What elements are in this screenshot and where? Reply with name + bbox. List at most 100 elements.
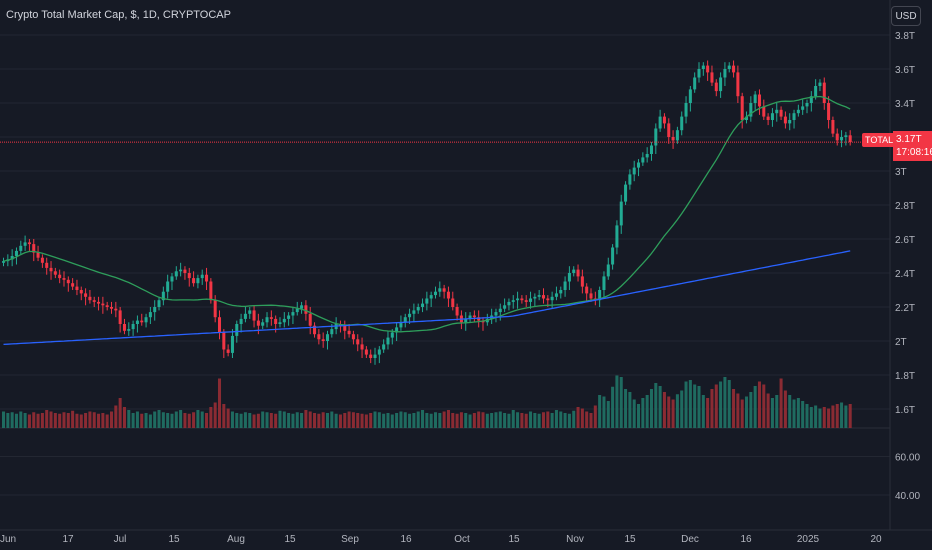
volume-bar xyxy=(567,413,571,428)
volume-bar xyxy=(477,411,481,428)
volume-bar xyxy=(550,413,554,428)
candle-body xyxy=(62,278,66,280)
volume-bar xyxy=(187,413,191,428)
candle-body xyxy=(658,116,662,129)
volume-bar xyxy=(503,413,507,428)
candle-body xyxy=(23,242,27,246)
candle-body xyxy=(822,82,826,103)
price-tick-label: 2.4T xyxy=(895,269,915,280)
candle-body xyxy=(723,69,727,78)
candle-body xyxy=(10,256,14,260)
volume-bar xyxy=(766,393,770,428)
candle-body xyxy=(40,257,44,263)
candle-body xyxy=(624,184,628,202)
volume-bar xyxy=(598,395,602,428)
volume-bar xyxy=(438,413,442,428)
candle-body xyxy=(140,320,144,323)
candle-body xyxy=(226,349,230,353)
volume-bar xyxy=(209,407,213,428)
candle-body xyxy=(114,308,118,311)
candle-body xyxy=(550,296,554,301)
volume-bar xyxy=(554,410,558,428)
candle-body xyxy=(261,322,265,326)
volume-bar xyxy=(408,413,412,428)
candle-body xyxy=(602,276,606,290)
volume-bar xyxy=(749,392,753,428)
candle-body xyxy=(438,288,442,292)
volume-bar xyxy=(166,413,170,428)
candle-body xyxy=(541,295,545,299)
candle-body xyxy=(757,94,761,107)
candle-body xyxy=(373,354,377,358)
price-tag: 3.17T 17:08:16 xyxy=(893,131,932,161)
volume-bar xyxy=(19,411,23,428)
candle-body xyxy=(369,354,373,358)
volume-bar xyxy=(395,413,399,428)
candle-body xyxy=(347,330,351,335)
candle-body xyxy=(559,290,563,294)
candle-body xyxy=(135,320,139,324)
volume-bar xyxy=(740,399,744,428)
volume-bar xyxy=(632,399,636,428)
volume-bar xyxy=(809,407,813,428)
candle-body xyxy=(174,271,178,277)
volume-bar xyxy=(97,413,101,428)
candle-body xyxy=(468,315,472,319)
candle-body xyxy=(840,137,844,141)
candle-body xyxy=(187,273,191,279)
candle-body xyxy=(572,269,576,273)
volume-bar xyxy=(818,408,822,428)
candle-body xyxy=(662,116,666,124)
volume-bar xyxy=(71,410,75,428)
volume-bar xyxy=(248,413,252,428)
volume-bar xyxy=(157,410,161,428)
volume-bar xyxy=(416,411,420,428)
volume-bar xyxy=(524,413,528,428)
volume-bar xyxy=(269,413,273,428)
volume-bar xyxy=(645,395,649,428)
candle-body xyxy=(714,82,718,92)
candle-body xyxy=(183,269,187,273)
candle-body xyxy=(546,298,550,301)
candle-body xyxy=(45,262,49,268)
volume-bar xyxy=(205,413,209,428)
candle-body xyxy=(585,286,589,294)
candle-body xyxy=(446,291,450,299)
volume-bar xyxy=(364,414,368,428)
volume-bar xyxy=(485,413,489,428)
candle-body xyxy=(671,137,675,141)
volume-bar xyxy=(192,412,196,428)
volume-bar xyxy=(658,386,662,428)
volume-bar xyxy=(563,413,567,428)
volume-bar xyxy=(684,381,688,428)
candle-body xyxy=(779,109,783,117)
volume-bar xyxy=(282,411,286,428)
candle-body xyxy=(477,317,481,321)
candle-body xyxy=(343,325,347,331)
volume-bar xyxy=(511,410,515,428)
volume-bar xyxy=(148,414,152,428)
currency-button[interactable]: USD xyxy=(891,6,921,26)
candle-body xyxy=(192,278,196,284)
candle-body xyxy=(619,201,623,226)
candle-body xyxy=(14,250,18,256)
price-tick-label: 3.6T xyxy=(895,65,915,76)
candle-body xyxy=(118,310,122,324)
candle-body xyxy=(563,281,567,290)
candle-body xyxy=(127,329,131,331)
time-tick-label: 15 xyxy=(508,534,520,545)
candle-body xyxy=(356,339,360,345)
volume-bar xyxy=(230,411,234,428)
candle-body xyxy=(628,174,632,185)
volume-bar xyxy=(135,411,139,428)
candle-body xyxy=(209,281,213,301)
candle-body xyxy=(308,313,312,326)
volume-bar xyxy=(675,394,679,428)
volume-bar xyxy=(161,412,165,428)
candle-body xyxy=(179,269,183,272)
candle-body xyxy=(217,317,222,333)
volume-bar xyxy=(313,413,317,428)
volume-tick-label: 40.00 xyxy=(895,491,920,502)
candle-body xyxy=(498,308,502,313)
